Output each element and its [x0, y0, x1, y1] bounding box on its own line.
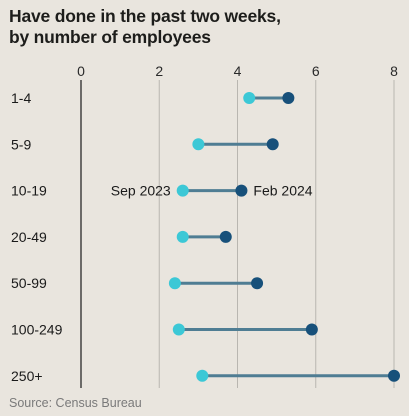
point-sep-2023 [168, 277, 181, 290]
x-axis: 0 2 4 6 8 [77, 63, 398, 79]
row-5-9: 5-9 [11, 136, 279, 152]
point-feb-2024 [219, 230, 232, 243]
category-label: 10-19 [11, 183, 47, 199]
row-50-99: 50-99 [11, 275, 264, 291]
point-sep-2023 [196, 369, 209, 382]
category-label: 20-49 [11, 229, 47, 245]
row-1-4: 1-4 [11, 90, 295, 106]
point-sep-2023 [176, 184, 189, 197]
rows: 1-4 5-9 10-19 Sep 2023 Feb 2024 20-49 50-99 100… [11, 90, 400, 384]
point-sep-2023 [176, 230, 189, 243]
point-feb-2024 [305, 323, 318, 336]
x-tick-label: 4 [234, 63, 242, 79]
row-20-49: 20-49 [11, 229, 232, 245]
point-feb-2024 [251, 277, 264, 290]
row-10-19: 10-19 Sep 2023 Feb 2024 [11, 183, 313, 199]
point-feb-2024 [282, 92, 295, 104]
point-feb-2024 [388, 369, 400, 382]
x-tick-label: 8 [390, 63, 398, 79]
x-tick-label: 0 [77, 63, 85, 79]
point-feb-2024 [266, 138, 279, 151]
point-sep-2023 [243, 92, 256, 104]
x-tick-label: 2 [155, 63, 163, 79]
x-tick-label: 6 [312, 63, 320, 79]
category-label: 1-4 [11, 90, 31, 106]
category-label: 50-99 [11, 275, 47, 291]
series-label-feb-2024: Feb 2024 [253, 183, 312, 199]
title-line-2: by number of employees [9, 27, 211, 47]
category-label: 100-249 [11, 322, 63, 338]
chart-title: Have done in the past two weeks, by numb… [9, 6, 399, 48]
row-100-249: 100-249 [11, 322, 318, 338]
row-250+: 250+ [11, 368, 400, 384]
point-sep-2023 [192, 138, 205, 151]
category-label: 250+ [11, 368, 43, 384]
series-label-sep-2023: Sep 2023 [111, 183, 171, 199]
point-sep-2023 [172, 323, 185, 336]
gridlines [80, 80, 395, 388]
category-label: 5-9 [11, 136, 31, 152]
source-note: Source: Census Bureau [9, 396, 142, 410]
title-line-1: Have done in the past two weeks, [9, 6, 281, 26]
point-feb-2024 [235, 184, 248, 197]
